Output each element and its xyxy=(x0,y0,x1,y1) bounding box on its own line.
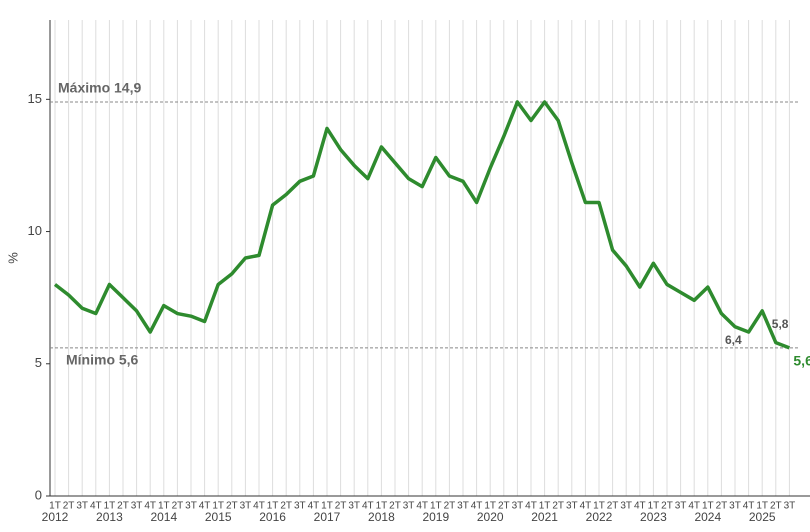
x-tick-label: 3T xyxy=(403,501,415,512)
x-tick-label: 2T xyxy=(63,501,75,512)
x-tick-label: 1T xyxy=(104,501,116,512)
x-tick-label: 3T xyxy=(729,501,741,512)
x-tick-label: 3T xyxy=(457,501,469,512)
x-tick-label: 3T xyxy=(348,501,360,512)
y-axis-label: % xyxy=(5,252,20,264)
year-label: 2016 xyxy=(259,510,286,524)
y-tick-label: 15 xyxy=(28,91,42,106)
x-tick-label: 4T xyxy=(525,501,537,512)
x-tick-label: 1T xyxy=(267,501,279,512)
x-tick-label: 2T xyxy=(498,501,510,512)
x-tick-label: 1T xyxy=(648,501,660,512)
data-label: 6,4 xyxy=(725,333,742,347)
x-tick-label: 3T xyxy=(566,501,578,512)
x-tick-label: 2T xyxy=(280,501,292,512)
x-tick-label: 4T xyxy=(90,501,102,512)
x-tick-label: 2T xyxy=(444,501,456,512)
x-tick-label: 2T xyxy=(172,501,184,512)
x-tick-label: 1T xyxy=(484,501,496,512)
x-tick-label: 4T xyxy=(144,501,156,512)
x-tick-label: 1T xyxy=(756,501,768,512)
y-tick-label: 0 xyxy=(35,487,42,502)
year-label: 2025 xyxy=(749,510,776,524)
year-label: 2018 xyxy=(368,510,395,524)
x-tick-label: 1T xyxy=(702,501,714,512)
reference-label: Mínimo 5,6 xyxy=(66,352,139,368)
x-tick-label: 1T xyxy=(49,501,61,512)
x-tick-label: 4T xyxy=(416,501,428,512)
x-tick-label: 3T xyxy=(294,501,306,512)
x-tick-label: 2T xyxy=(607,501,619,512)
year-label: 2012 xyxy=(42,510,69,524)
x-tick-label: 3T xyxy=(512,501,524,512)
y-tick-label: 5 xyxy=(35,355,42,370)
x-tick-label: 4T xyxy=(688,501,700,512)
series-line xyxy=(53,100,791,350)
x-tick-label: 2T xyxy=(552,501,564,512)
x-tick-label: 4T xyxy=(471,501,483,512)
x-tick-label: 3T xyxy=(675,501,687,512)
x-tick-label: 3T xyxy=(784,501,796,512)
year-label: 2023 xyxy=(640,510,667,524)
year-label: 2017 xyxy=(314,510,341,524)
x-tick-label: 4T xyxy=(308,501,320,512)
x-tick-label: 1T xyxy=(158,501,170,512)
year-label: 2022 xyxy=(586,510,613,524)
x-tick-label: 4T xyxy=(743,501,755,512)
x-tick-label: 4T xyxy=(253,501,265,512)
x-tick-label: 2T xyxy=(117,501,129,512)
year-label: 2015 xyxy=(205,510,232,524)
x-tick-label: 2T xyxy=(335,501,347,512)
x-tick-label: 3T xyxy=(76,501,88,512)
year-label: 2019 xyxy=(422,510,449,524)
x-tick-label: 2T xyxy=(716,501,728,512)
x-tick-label: 3T xyxy=(131,501,143,512)
x-tick-label: 1T xyxy=(321,501,333,512)
reference-label: Máximo 14,9 xyxy=(58,80,141,96)
x-tick-label: 1T xyxy=(593,501,605,512)
x-tick-label: 3T xyxy=(240,501,252,512)
x-tick-label: 4T xyxy=(199,501,211,512)
x-tick-label: 3T xyxy=(185,501,197,512)
year-label: 2014 xyxy=(150,510,177,524)
year-label: 2013 xyxy=(96,510,123,524)
x-tick-label: 4T xyxy=(634,501,646,512)
x-tick-label: 3T xyxy=(620,501,632,512)
data-label: 5,8 xyxy=(772,317,789,331)
data-label: 5,6 xyxy=(793,353,810,369)
y-tick-label: 10 xyxy=(28,223,42,238)
year-label: 2021 xyxy=(531,510,558,524)
x-tick-label: 1T xyxy=(430,501,442,512)
x-tick-label: 2T xyxy=(661,501,673,512)
x-tick-label: 4T xyxy=(580,501,592,512)
x-tick-label: 2T xyxy=(770,501,782,512)
x-tick-label: 1T xyxy=(376,501,388,512)
x-tick-label: 2T xyxy=(389,501,401,512)
year-label: 2024 xyxy=(694,510,721,524)
x-tick-label: 1T xyxy=(539,501,551,512)
x-tick-label: 4T xyxy=(362,501,374,512)
year-label: 2020 xyxy=(477,510,504,524)
x-tick-label: 2T xyxy=(226,501,238,512)
x-tick-label: 1T xyxy=(212,501,224,512)
